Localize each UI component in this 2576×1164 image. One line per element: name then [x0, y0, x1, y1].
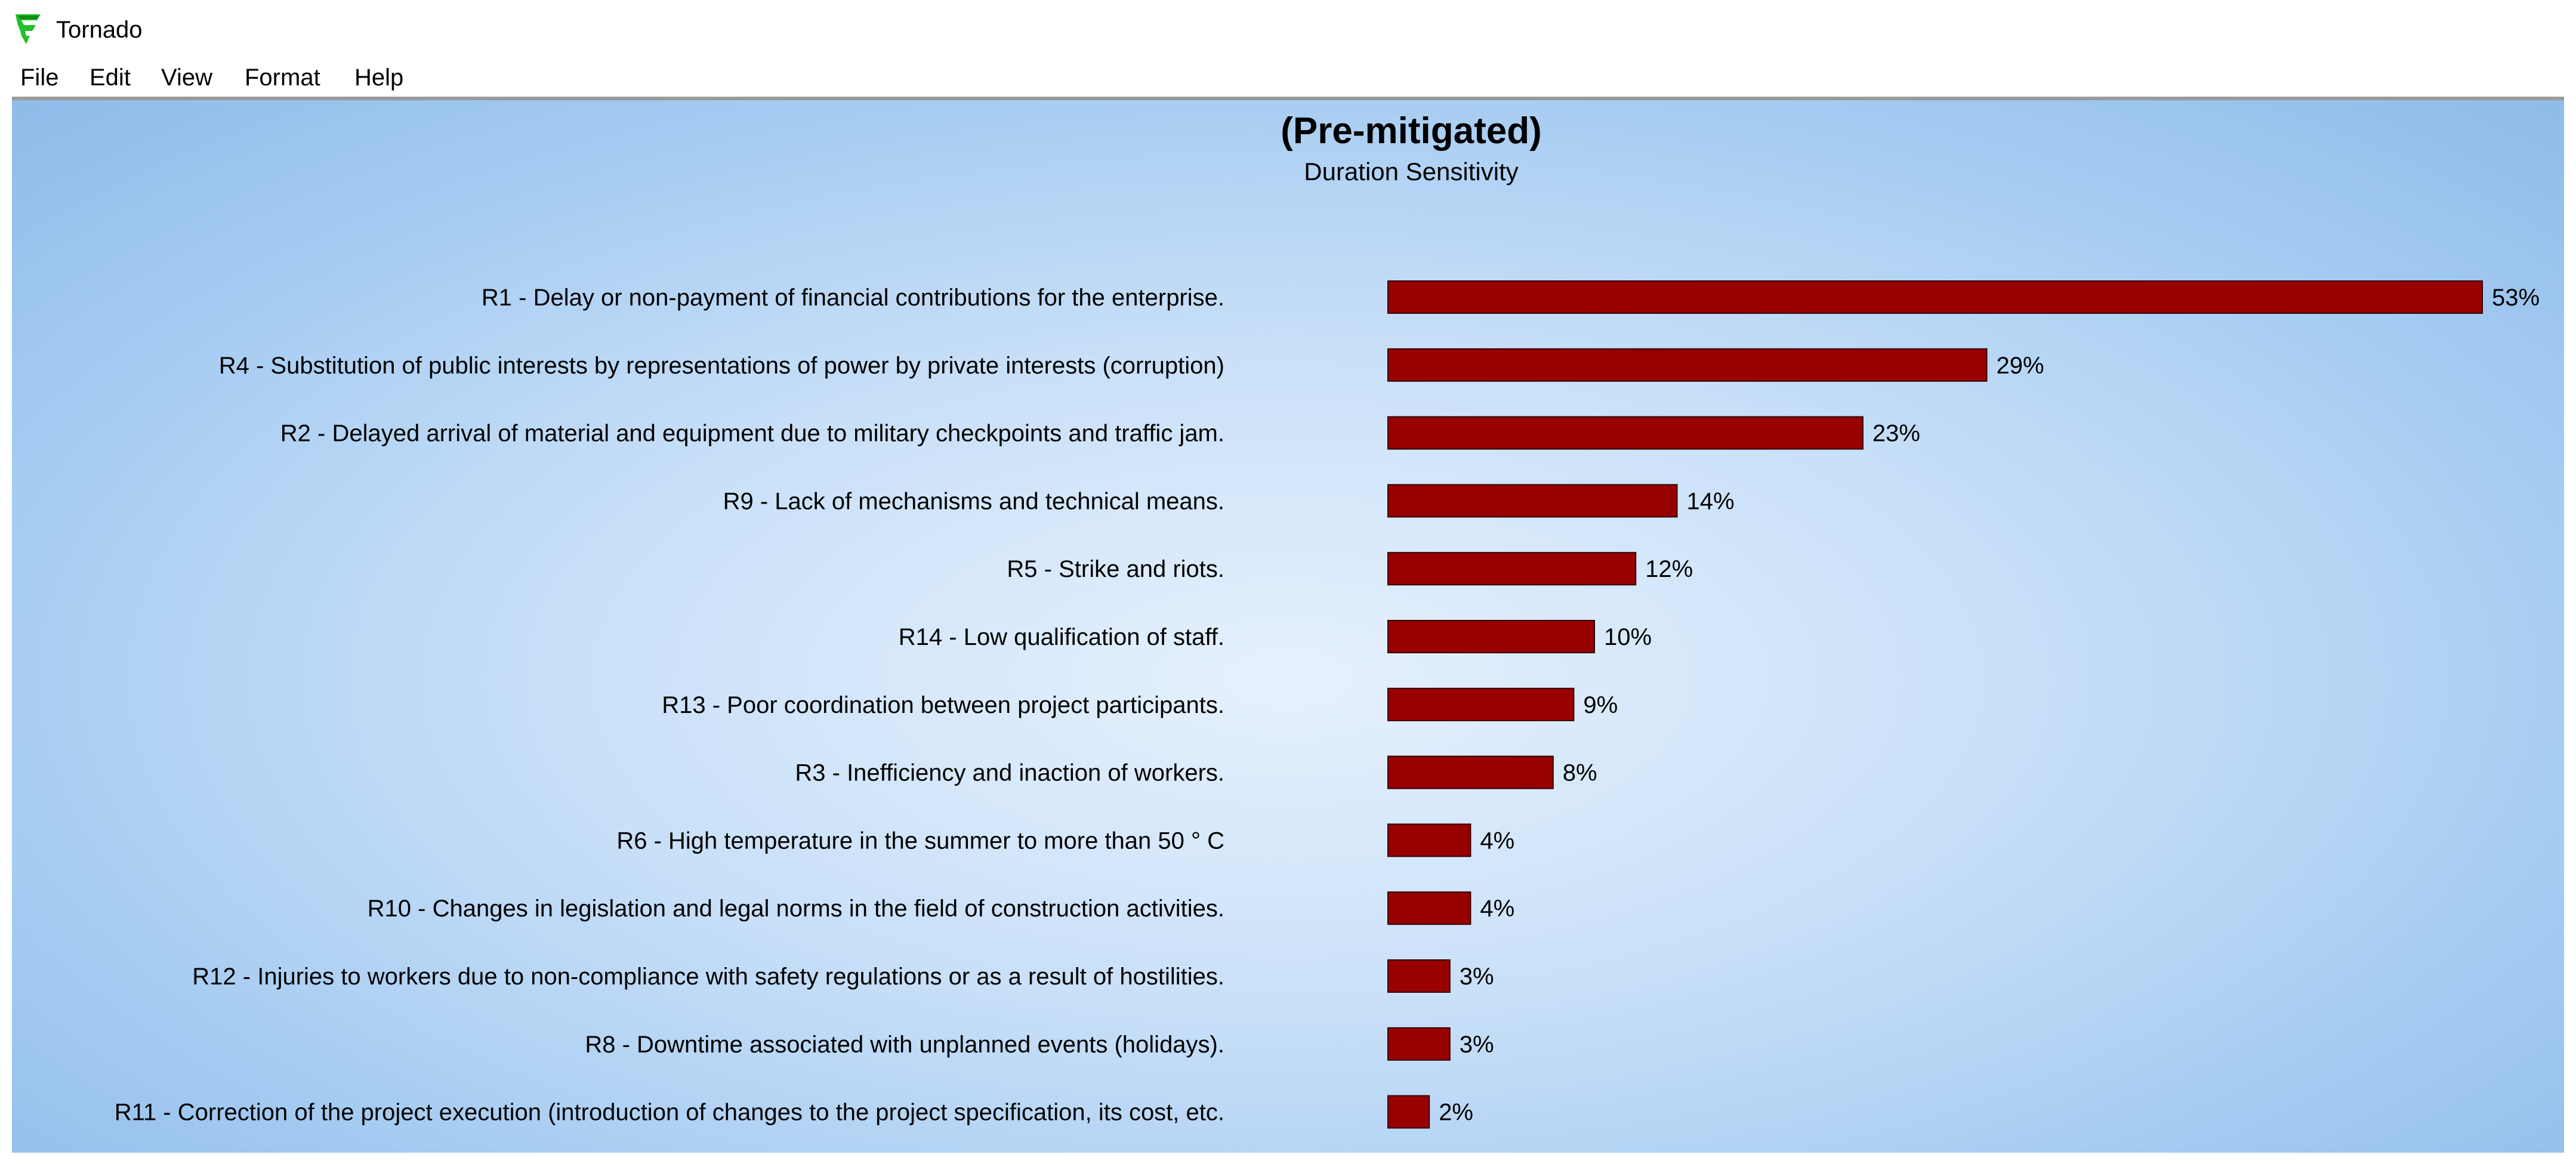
- risk-label: R5 - Strike and riots.: [1007, 556, 1224, 582]
- sensitivity-bar: [1387, 755, 1554, 789]
- bar-value-label: 14%: [1687, 488, 1735, 514]
- risk-label: R9 - Lack of mechanisms and technical me…: [723, 488, 1224, 514]
- sensitivity-bar: [1387, 348, 1988, 382]
- sensitivity-bar: [1387, 891, 1471, 925]
- sensitivity-bar: [1387, 552, 1637, 586]
- risk-label: R12 - Injuries to workers due to non-com…: [192, 964, 1224, 990]
- menu-bar: File Edit View Format Help: [0, 57, 2576, 98]
- menu-edit[interactable]: Edit: [90, 64, 131, 91]
- sensitivity-bar: [1387, 484, 1678, 518]
- window-title: Tornado: [56, 17, 143, 43]
- sensitivity-bar: [1387, 687, 1575, 721]
- tornado-app-icon: [16, 14, 41, 44]
- bar-value-label: 53%: [2492, 285, 2540, 311]
- menu-format[interactable]: Format: [245, 64, 320, 91]
- sensitivity-bar: [1387, 823, 1471, 857]
- bar-value-label: 4%: [1480, 828, 1514, 854]
- bar-value-label: 4%: [1480, 896, 1514, 922]
- menu-view[interactable]: View: [161, 64, 212, 91]
- sensitivity-bar: [1387, 620, 1595, 653]
- bar-value-label: 23%: [1872, 421, 1920, 447]
- sensitivity-bar: [1387, 416, 1864, 450]
- chart-subtitle: Duration Sensitivity: [1304, 158, 1518, 186]
- sensitivity-bar: [1387, 1095, 1430, 1129]
- risk-label: R4 - Substitution of public interests by…: [219, 353, 1224, 379]
- bar-value-label: 3%: [1460, 1032, 1494, 1058]
- menu-file[interactable]: File: [20, 64, 59, 91]
- tornado-chart-panel: (Pre-mitigated) Duration Sensitivity R1 - …: [12, 97, 2564, 1153]
- bar-value-label: 2%: [1439, 1100, 1473, 1126]
- sensitivity-bar: [1387, 1027, 1451, 1061]
- bar-value-label: 10%: [1604, 624, 1652, 650]
- risk-label: R14 - Low qualification of staff.: [899, 624, 1224, 650]
- bar-value-label: 9%: [1583, 692, 1618, 718]
- risk-label: R1 - Delay or non-payment of financial c…: [482, 285, 1224, 311]
- sensitivity-bar: [1387, 959, 1451, 993]
- risk-label: R6 - High temperature in the summer to m…: [616, 828, 1224, 854]
- bar-value-label: 29%: [1997, 353, 2044, 379]
- risk-label: R13 - Poor coordination between project …: [662, 692, 1224, 718]
- bar-value-label: 12%: [1645, 556, 1693, 582]
- bar-value-label: 3%: [1460, 964, 1494, 990]
- risk-label: R10 - Changes in legislation and legal n…: [368, 896, 1224, 922]
- menu-help[interactable]: Help: [354, 64, 404, 91]
- risk-label: R11 - Correction of the project executio…: [115, 1100, 1224, 1126]
- chart-title: (Pre-mitigated): [1281, 110, 1541, 152]
- title-bar: Tornado: [0, 0, 2576, 57]
- bar-value-label: 8%: [1563, 760, 1597, 786]
- risk-label: R2 - Delayed arrival of material and equ…: [280, 421, 1224, 447]
- risk-label: R8 - Downtime associated with unplanned …: [585, 1032, 1224, 1058]
- tornado-chart: (Pre-mitigated) Duration Sensitivity R1 - …: [115, 110, 2540, 1129]
- risk-label: R3 - Inefficiency and inaction of worker…: [795, 760, 1224, 786]
- sensitivity-bar: [1387, 280, 2483, 314]
